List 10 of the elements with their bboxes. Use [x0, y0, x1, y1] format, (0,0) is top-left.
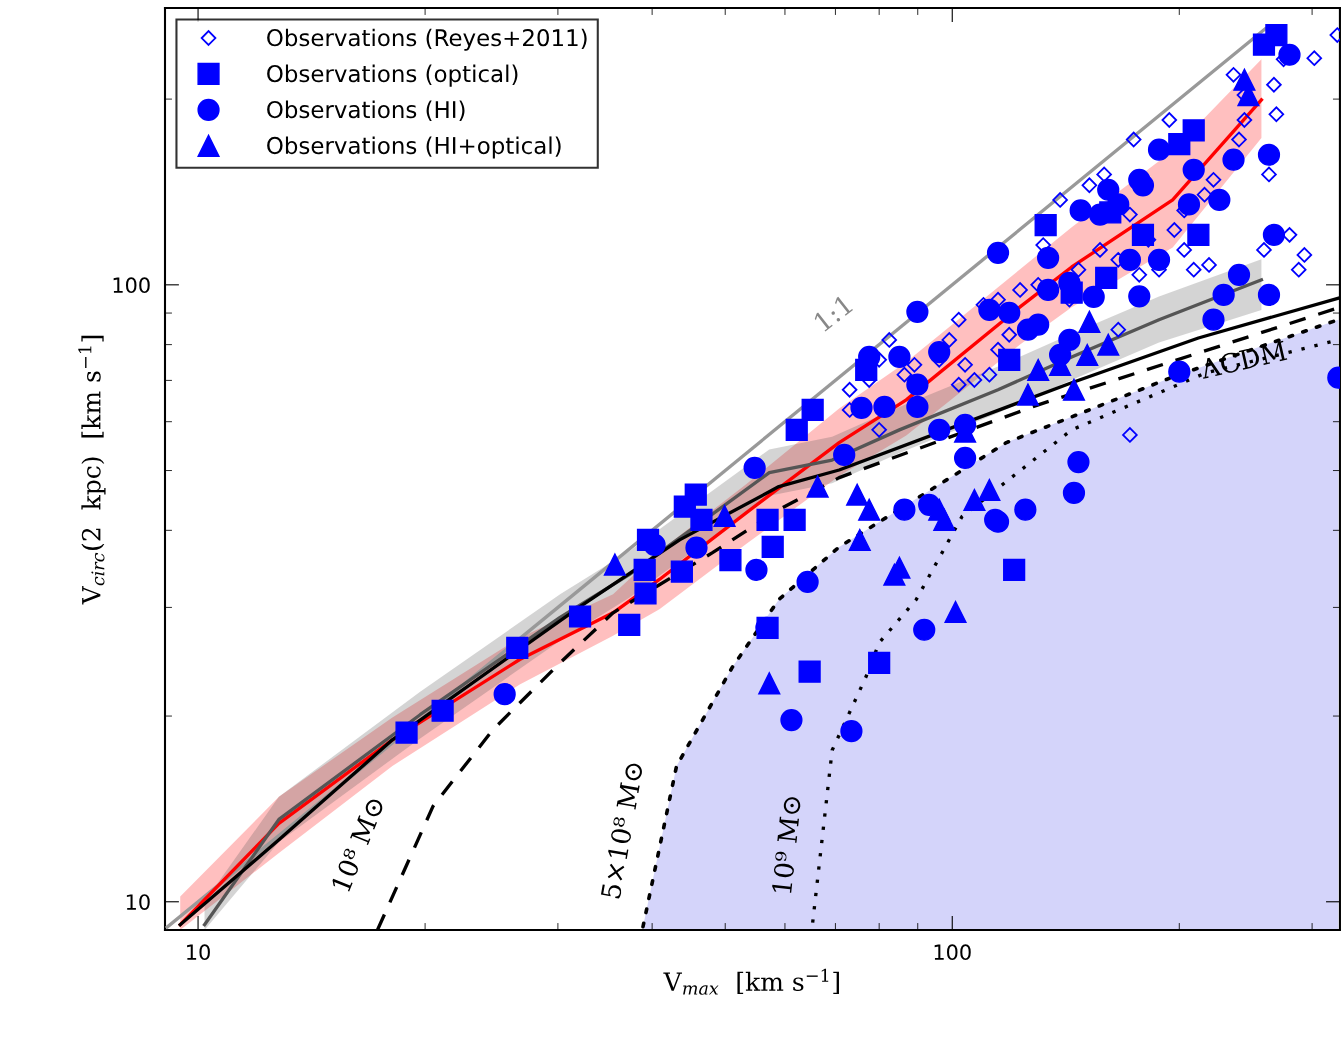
- annotation: 5×10⁸ M⊙: [600, 761, 644, 899]
- legend-label: Observations (Reyes+2011): [267, 28, 587, 51]
- annotation: 10⁸ M⊙: [330, 796, 386, 893]
- x-axis-title: V$_{max}$ [km s$^{−1}$]: [663, 968, 839, 995]
- legend-label: Observations (HI): [267, 100, 465, 121]
- y-axis-title: V$_{circ}$(2 kpc) [km s$^{−1}$]: [78, 335, 106, 605]
- annotation: 10⁹ M⊙: [771, 796, 802, 894]
- annotation: 1:1: [812, 294, 854, 333]
- legend-label: Observations (HI+optical): [267, 136, 561, 159]
- legend-label: Observations (optical): [267, 64, 518, 87]
